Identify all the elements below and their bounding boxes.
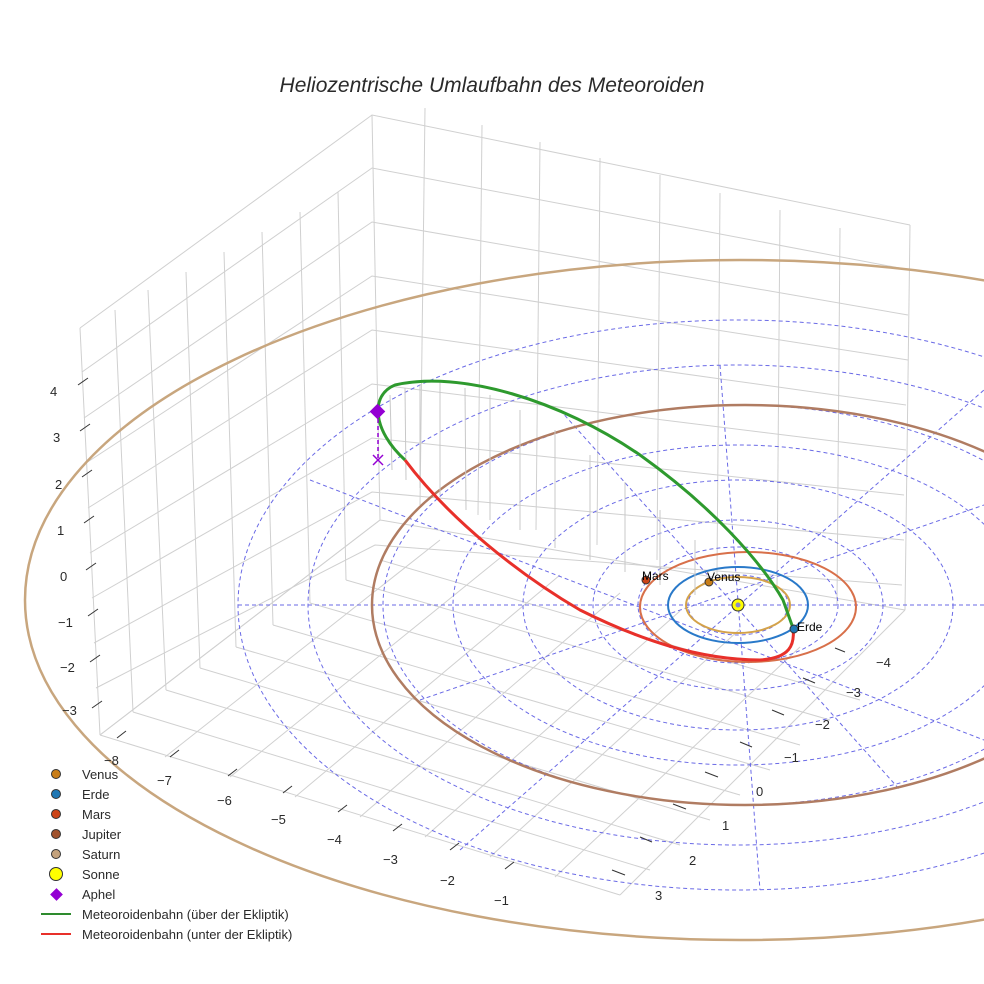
red-line-icon [41,933,71,935]
legend-item-mars[interactable]: Mars [36,804,292,824]
meteoroid-orbit-above[interactable] [376,379,795,629]
legend-label: Aphel [82,886,116,902]
legend-item-saturn[interactable]: Saturn [36,844,292,864]
y-tick: −3 [846,685,861,700]
legend-label: Jupiter [82,826,122,842]
saturn-dot-icon [51,849,61,859]
legend-label: Sonne [82,866,120,882]
legend-item-orbit-above[interactable]: Meteoroidenbahn (über der Ekliptik) [36,904,292,924]
legend-item-jupiter[interactable]: Jupiter [36,824,292,844]
x-tick: −5 [271,812,286,827]
earth-orbit [667,566,809,644]
x-tick: −6 [217,793,232,808]
venus-orbit [685,576,791,634]
z-tick: 0 [60,569,67,584]
legend-label: Venus [82,766,119,782]
x-tick: −3 [383,852,398,867]
y-axis [611,647,846,876]
legend-label: Mars [82,806,111,822]
y-tick: 3 [655,888,662,903]
z-tick: 2 [55,477,62,492]
sun-marker[interactable] [731,598,745,612]
z-axis [77,377,103,709]
earth-marker[interactable] [789,624,799,634]
drop-lines [389,382,696,595]
x-tick: −7 [157,773,172,788]
jupiter-dot-icon [51,829,61,839]
y-tick: 2 [689,853,696,868]
legend-item-venus[interactable]: Venus [36,764,292,784]
chart-title: Heliozentrische Umlaufbahn des Meteoroid… [279,74,705,97]
legend-item-aphel[interactable]: Aphel [36,884,292,904]
mars-dot-icon [51,809,61,819]
earth-dot-icon [51,789,61,799]
jupiter-orbit [370,403,984,807]
legend-item-erde[interactable]: Erde [36,784,292,804]
mars-marker[interactable] [641,575,651,585]
earth-label: Erde [797,620,823,634]
back-wall-grid [79,107,911,736]
z-tick: 4 [50,384,57,399]
y-tick: 0 [756,784,763,799]
aphel-marker[interactable] [369,403,386,420]
z-tick: 1 [57,523,64,538]
legend: Venus Erde Mars Jupiter Saturn Sonne Aph… [36,764,292,944]
z-tick: −1 [58,615,73,630]
x-tick: −2 [440,873,455,888]
legend-label: Meteoroidenbahn (unter der Ekliptik) [82,926,293,942]
venus-dot-icon [51,769,61,779]
legend-item-sonne[interactable]: Sonne [36,864,292,884]
z-tick: −3 [62,703,77,718]
saturn-orbit [23,258,984,942]
y-tick: 1 [722,818,729,833]
meteoroid-orbit-below[interactable] [403,459,795,662]
y-tick: −1 [784,750,799,765]
legend-label: Erde [82,786,110,802]
x-tick: −4 [327,832,342,847]
x-axis [116,730,515,870]
green-line-icon [41,913,71,915]
z-tick: −2 [60,660,75,675]
y-tick: −2 [815,717,830,732]
legend-item-orbit-below[interactable]: Meteoroidenbahn (unter der Ekliptik) [36,924,292,944]
legend-label: Meteoroidenbahn (über der Ekliptik) [82,906,289,922]
x-tick: −8 [104,753,119,768]
y-tick: −4 [876,655,891,670]
venus-label: Venus [707,570,740,584]
aphel-projection-x-icon [372,454,384,466]
aphel-diamond-icon [49,887,63,901]
venus-marker[interactable] [704,577,714,587]
ecliptic-polar-grid [237,319,984,891]
x-tick: −1 [494,893,509,908]
legend-label: Saturn [82,846,121,862]
z-tick: 3 [53,430,60,445]
sun-dot-icon [49,867,63,881]
mars-label: Mars [642,569,669,583]
